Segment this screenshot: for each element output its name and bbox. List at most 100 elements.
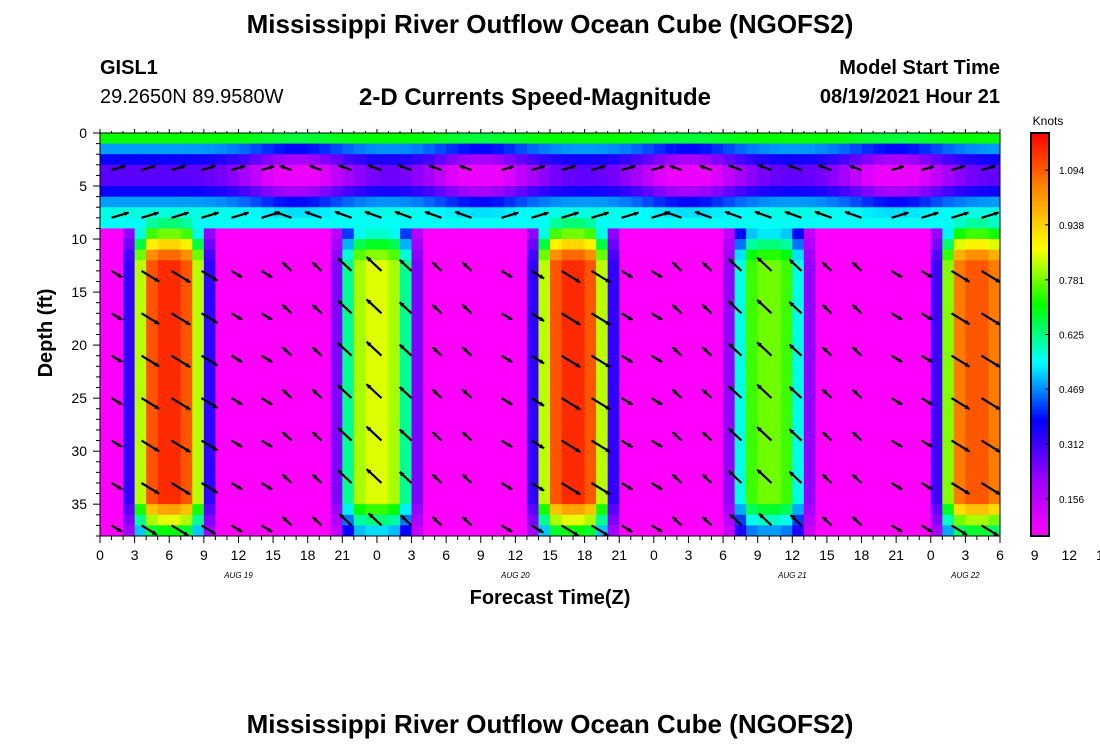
current-vector — [531, 164, 546, 172]
heat-cell — [134, 228, 147, 240]
heat-cell — [342, 292, 355, 304]
heat-cell — [376, 281, 390, 293]
heat-cell — [838, 429, 851, 442]
heat-cell — [157, 451, 170, 463]
heat-cell — [457, 292, 470, 304]
heat-cell — [607, 323, 620, 336]
heat-cell — [930, 281, 943, 293]
current-vector — [788, 258, 803, 272]
heat-cell — [250, 504, 263, 516]
colorbar-tick-label: 0.156 — [1059, 495, 1084, 506]
heat-cell — [803, 514, 816, 526]
heat-cell — [411, 164, 424, 177]
heat-cell — [296, 281, 309, 293]
heat-cell — [423, 376, 436, 389]
heat-cell — [250, 292, 263, 304]
current-vector — [788, 428, 803, 442]
heat-cell — [492, 164, 505, 177]
heat-cell — [480, 398, 493, 410]
heat-cell — [826, 260, 840, 272]
heat-cell — [584, 366, 597, 378]
heat-cell — [296, 175, 309, 187]
heat-cell — [261, 239, 274, 251]
heat-cell — [353, 355, 366, 367]
heat-cell — [342, 398, 355, 410]
heat-cell — [376, 514, 390, 526]
heat-cell — [596, 164, 609, 177]
heat-cell — [250, 154, 263, 166]
heat-cell — [561, 482, 574, 495]
heat-cell — [665, 482, 678, 495]
heat-cell — [803, 472, 816, 484]
heat-cell — [423, 260, 436, 272]
heat-cell — [573, 440, 586, 452]
current-vector — [851, 303, 863, 315]
heat-cell — [907, 228, 920, 240]
heat-cell — [434, 451, 447, 463]
heat-cell — [111, 186, 124, 198]
current-vector — [701, 303, 713, 315]
heat-cell — [446, 366, 459, 378]
heat-cell — [965, 461, 978, 473]
heat-cell — [815, 313, 828, 325]
heat-cell — [815, 175, 828, 187]
heat-cell — [538, 175, 551, 187]
heat-cell — [838, 398, 851, 410]
heat-cell — [376, 355, 390, 367]
heat-cell — [365, 207, 378, 219]
heat-cell — [607, 451, 620, 463]
heat-cell — [503, 429, 516, 442]
current-vector — [311, 431, 323, 442]
heat-cell — [711, 196, 724, 208]
heat-cell — [146, 217, 159, 230]
heat-cell — [238, 419, 251, 431]
heat-cell — [388, 143, 401, 155]
x-tick-label: 0 — [373, 547, 381, 563]
heat-cell — [619, 323, 632, 336]
heat-cell — [561, 302, 574, 314]
heat-cell — [676, 154, 690, 166]
heat-cell — [723, 313, 736, 325]
heat-cell — [192, 451, 205, 463]
heat-cell — [538, 482, 551, 495]
heat-cell — [180, 260, 193, 272]
heat-cell — [711, 525, 724, 536]
heat-cell — [642, 249, 655, 261]
station-coordinates: 29.2650N 89.9580W — [100, 86, 284, 108]
x-axis-label: Forecast Time(Z) — [470, 587, 631, 609]
heat-cell — [734, 270, 747, 283]
model-start-label: Model Start Time — [839, 57, 1000, 79]
heat-cell — [642, 281, 655, 293]
heat-cell — [319, 313, 332, 325]
heat-cell — [353, 366, 366, 378]
heat-cell — [400, 419, 413, 431]
heat-cell — [942, 525, 955, 536]
heat-cell — [919, 164, 932, 177]
heat-cell — [965, 493, 978, 505]
heat-cell — [769, 292, 782, 304]
heat-cell — [250, 260, 263, 272]
heat-cell — [676, 302, 690, 314]
heat-cell — [411, 196, 424, 208]
heat-cell — [965, 281, 978, 293]
heat-cell — [365, 302, 378, 314]
heat-cell — [365, 143, 378, 155]
heat-cell — [342, 419, 355, 431]
x-tick-label: 15 — [819, 547, 835, 563]
heat-cell — [815, 302, 828, 314]
heat-cell — [700, 398, 713, 410]
heat-cell — [180, 440, 193, 452]
heat-cell — [630, 249, 643, 261]
heat-cell — [538, 154, 551, 166]
heat-cell — [169, 302, 182, 314]
heat-cell — [261, 302, 274, 314]
heat-cell — [619, 154, 632, 166]
current-vector — [311, 261, 323, 272]
heat-cell — [688, 408, 701, 420]
heat-cell — [896, 143, 909, 155]
heat-cell — [330, 482, 343, 495]
heat-cell — [919, 451, 932, 463]
heat-cell — [238, 440, 251, 452]
heat-cell — [630, 366, 643, 378]
heat-cell — [192, 217, 205, 230]
